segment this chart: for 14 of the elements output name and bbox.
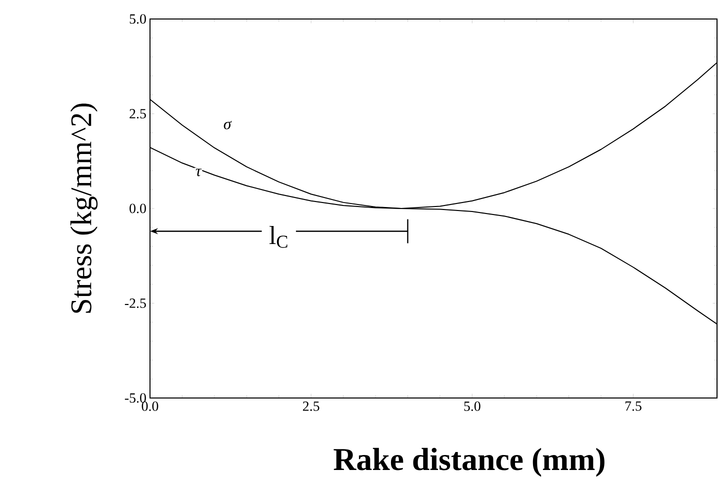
x-tick-label: 5.0 <box>464 402 480 411</box>
annotation: l$_{C}$ <box>269 226 288 248</box>
x-tick-label: 7.5 <box>625 402 642 411</box>
y-axis-title: Stress (kg/mm^2) <box>70 104 98 313</box>
y-tick-label: -2.5 <box>124 298 146 308</box>
y-tick-label: 2.5 <box>130 109 146 118</box>
annotation: τ <box>196 168 202 176</box>
y-tick-label: -5.0 <box>124 393 146 403</box>
x-axis-title: Rake distance (mm) <box>334 448 604 477</box>
y-tick-label: 5.0 <box>130 14 146 24</box>
y-tick-label: 0.0 <box>130 204 146 214</box>
x-tick-label: 2.5 <box>302 402 320 411</box>
annotation: σ <box>224 120 232 130</box>
x-tick-label: 0.0 <box>142 402 158 411</box>
